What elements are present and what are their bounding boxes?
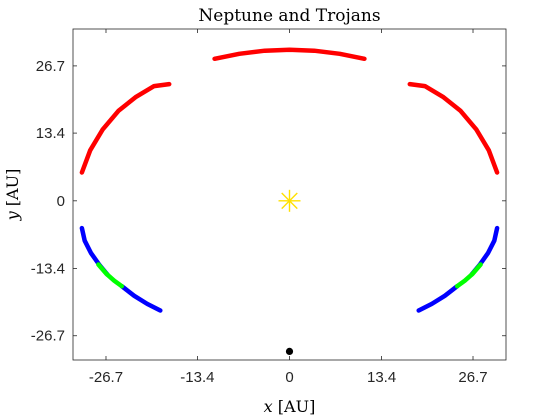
x-axis-ticks: -26.7 -13.4 0 13.4 26.7	[89, 29, 488, 386]
red-trojan-arc	[212, 47, 367, 62]
plot-layer	[79, 47, 500, 356]
y-tick-label: 13.4	[36, 125, 65, 142]
blue-trojan-arc	[119, 283, 163, 313]
green-trojan-arc	[454, 262, 483, 289]
x-axis-label-unit: [AU]	[278, 397, 316, 416]
x-tick-label: 13.4	[367, 369, 396, 386]
neptune-marker	[285, 347, 294, 356]
axes: -26.7 -13.4 0 13.4 26.7 -26.7 -13.4 0 13.4 26.7	[31, 28, 507, 386]
chart-title: Neptune and Trojans	[198, 6, 380, 26]
y-tick-label: 26.7	[36, 58, 65, 75]
x-tick-label: 0	[285, 369, 293, 386]
sun-ray	[281, 192, 298, 210]
blue-trojan-arc	[416, 283, 460, 313]
y-axis-label-unit: [AU]	[3, 169, 22, 207]
green-trojan-arc	[96, 262, 125, 289]
red-trojan-arc	[79, 81, 172, 175]
y-tick-label: 0	[57, 193, 65, 210]
sun-marker	[278, 189, 301, 212]
y-axis-ticks: -26.7 -13.4 0 13.4 26.7	[31, 58, 506, 345]
y-tick-label: -26.7	[31, 328, 65, 345]
y-axis-label: y [AU]	[3, 169, 22, 222]
red-trojan-arc	[407, 81, 500, 175]
x-axis-label: x [AU]	[264, 397, 316, 416]
x-axis-label-var: x	[264, 397, 273, 416]
y-tick-label: -13.4	[31, 261, 65, 278]
x-tick-label: -26.7	[89, 369, 123, 386]
x-tick-label: 26.7	[458, 369, 487, 386]
x-tick-label: -13.4	[180, 369, 214, 386]
y-axis-label-var: y	[3, 210, 22, 221]
